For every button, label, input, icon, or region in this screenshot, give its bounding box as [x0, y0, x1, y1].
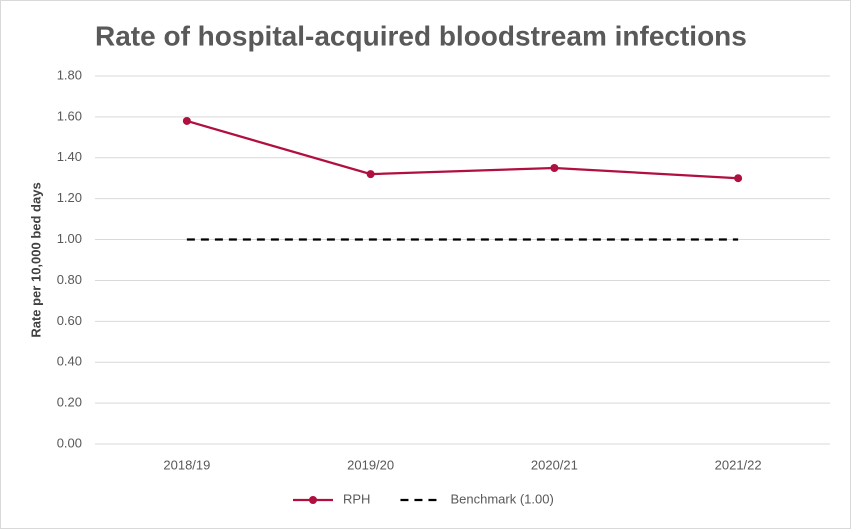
chart-title: Rate of hospital-acquired bloodstream in…: [95, 20, 747, 51]
y-tick-label: 1.20: [57, 190, 82, 205]
point: [366, 170, 375, 179]
y-tick-label: 0.40: [57, 354, 82, 369]
legend-marker: [309, 496, 317, 504]
y-tick-label: 0.00: [57, 435, 82, 450]
x-tick-label: 2019/20: [347, 457, 394, 472]
y-tick-label: 1.80: [57, 67, 82, 82]
x-tick-label: 2021/22: [715, 457, 762, 472]
y-axis-label: Rate per 10,000 bed days: [28, 182, 43, 337]
legend-label: RPH: [343, 491, 370, 506]
legend-label: Benchmark (1.00): [450, 491, 553, 506]
y-tick-label: 1.40: [57, 149, 82, 164]
y-tick-label: 1.00: [57, 231, 82, 246]
y-tick-label: 1.60: [57, 108, 82, 123]
x-tick-label: 2018/19: [163, 457, 210, 472]
x-tick-label: 2020/21: [531, 457, 578, 472]
series-line: [186, 119, 739, 180]
point: [734, 174, 743, 183]
y-tick-label: 0.60: [57, 313, 82, 328]
point: [550, 164, 559, 172]
point: [182, 116, 191, 125]
y-tick-label: 0.80: [57, 272, 82, 287]
y-tick-label: 0.20: [57, 395, 82, 410]
